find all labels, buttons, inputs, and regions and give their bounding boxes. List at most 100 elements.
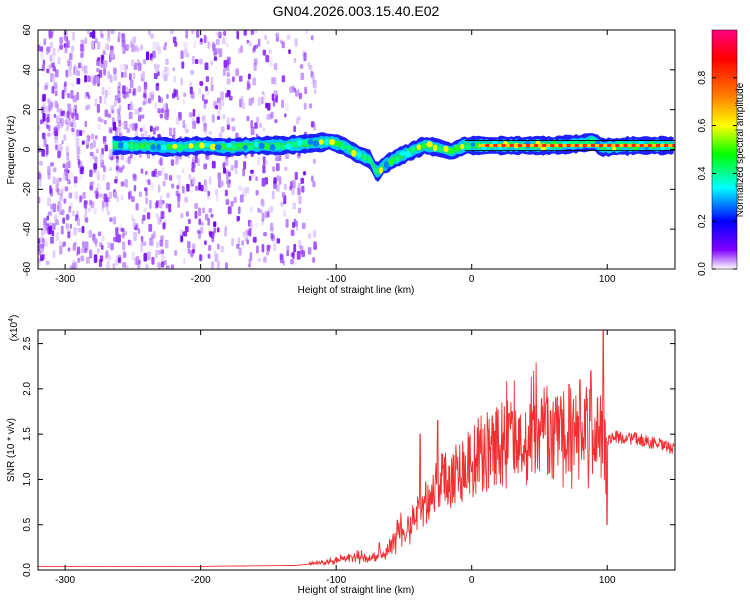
spectrogram-x-axis-label: Height of straight line (km) — [298, 285, 415, 296]
heatmap-noise-cell — [220, 126, 225, 133]
heatmap-noise-cell — [102, 46, 107, 55]
heatmap-noise-cell — [197, 113, 201, 118]
heatmap-noise-cell — [198, 88, 202, 95]
heatmap-noise-cell — [106, 182, 109, 191]
heatmap-noise-cell — [135, 202, 139, 211]
heatmap-noise-cell — [40, 254, 44, 262]
heatmap-noise-cell — [110, 30, 115, 35]
heatmap-noise-cell — [114, 178, 118, 184]
heatmap-noise-cell — [97, 116, 102, 122]
heatmap-noise-cell — [301, 185, 305, 193]
heatmap-noise-cell — [97, 231, 102, 237]
heatmap-noise-cell — [64, 127, 68, 133]
heatmap-noise-cell — [250, 120, 253, 129]
heatmap-noise-cell — [198, 218, 202, 226]
heatmap-noise-cell — [192, 176, 196, 185]
heatmap-noise-cell — [80, 59, 83, 68]
heatmap-noise-cell — [155, 200, 159, 208]
heatmap-noise-cell — [290, 258, 294, 265]
heatmap-tone-cell — [525, 144, 530, 148]
heatmap-noise-cell — [143, 207, 147, 213]
heatmap-noise-cell — [87, 75, 91, 83]
heatmap-noise-cell — [41, 94, 45, 103]
heatmap-noise-cell — [135, 255, 140, 265]
heatmap-noise-cell — [257, 257, 261, 262]
heatmap-noise-cell — [122, 251, 126, 259]
heatmap-noise-cell — [45, 260, 50, 265]
x-tick-label: 100 — [599, 575, 616, 586]
heatmap-noise-cell — [47, 171, 51, 180]
heatmap-noise-cell — [142, 124, 146, 133]
heatmap-tone-cell — [574, 144, 579, 148]
y-tick-label: 1.0 — [22, 472, 33, 486]
heatmap-noise-cell — [188, 174, 192, 180]
heatmap-noise-cell — [187, 218, 191, 225]
heatmap-noise-cell — [120, 194, 124, 201]
heatmap-noise-cell — [211, 261, 215, 269]
heatmap-noise-cell — [38, 173, 42, 180]
heatmap-band-cell — [285, 143, 293, 150]
heatmap-noise-cell — [85, 105, 88, 111]
heatmap-noise-cell — [61, 140, 64, 145]
heatmap-noise-cell — [67, 111, 71, 121]
heatmap-noise-cell — [143, 241, 147, 247]
heatmap-noise-cell — [216, 31, 221, 37]
heatmap-noise-cell — [202, 207, 205, 214]
heatmap-noise-cell — [275, 32, 280, 38]
heatmap-noise-cell — [157, 217, 162, 225]
heatmap-noise-cell — [113, 191, 118, 199]
heatmap-noise-cell — [72, 244, 76, 252]
colorbar-tick-label: 0.6 — [697, 118, 708, 132]
heatmap-noise-cell — [200, 38, 203, 43]
heatmap-band-cell — [438, 146, 443, 153]
heatmap-noise-cell — [255, 116, 260, 123]
heatmap-noise-cell — [57, 149, 61, 159]
heatmap-noise-cell — [270, 232, 274, 240]
heatmap-noise-cell — [174, 41, 178, 47]
heatmap-noise-cell — [261, 200, 265, 207]
heatmap-noise-cell — [74, 191, 79, 200]
heatmap-noise-cell — [71, 112, 74, 119]
heatmap-noise-cell — [194, 185, 199, 191]
heatmap-noise-cell — [133, 45, 138, 52]
heatmap-band-cell — [394, 156, 400, 162]
figure-title: GN04.2026.003.15.40.E02 — [273, 3, 440, 19]
heatmap-noise-cell — [270, 222, 274, 232]
heatmap-noise-cell — [59, 36, 63, 45]
heatmap-tone-cell — [656, 144, 661, 148]
heatmap-noise-cell — [227, 181, 231, 188]
heatmap-noise-cell — [165, 66, 169, 76]
heatmap-noise-cell — [81, 140, 85, 145]
heatmap-noise-cell — [146, 212, 151, 220]
heatmap-noise-cell — [223, 167, 227, 174]
heatmap-noise-cell — [44, 106, 47, 113]
heatmap-noise-cell — [113, 99, 117, 107]
heatmap-noise-cell — [71, 128, 75, 135]
y-tick-label: 2.0 — [22, 381, 33, 395]
y-tick-label: -60 — [22, 261, 33, 276]
heatmap-noise-cell — [298, 92, 303, 100]
heatmap-noise-cell — [297, 187, 301, 196]
heatmap-noise-cell — [210, 84, 214, 92]
spectrogram-x-ticks: -300 -200 -100 0 100 — [55, 30, 616, 285]
heatmap-noise-cell — [120, 227, 125, 232]
heatmap-noise-cell — [131, 196, 135, 203]
heatmap-noise-cell — [264, 211, 268, 219]
heatmap-noise-cell — [109, 166, 113, 172]
heatmap-noise-cell — [292, 202, 296, 210]
heatmap-noise-cell — [122, 46, 126, 55]
heatmap-noise-cell — [107, 211, 110, 216]
heatmap-noise-cell — [80, 39, 85, 47]
heatmap-noise-cell — [298, 207, 301, 214]
heatmap-band-cell — [410, 146, 417, 152]
heatmap-noise-cell — [151, 170, 156, 177]
heatmap-band-cell — [611, 146, 617, 151]
heatmap-noise-cell — [310, 70, 314, 78]
heatmap-noise-cell — [136, 59, 140, 67]
heatmap-tone-cell — [664, 144, 669, 148]
heatmap-noise-cell — [123, 252, 127, 258]
heatmap-noise-cell — [124, 179, 128, 188]
spectrogram-y-axis-label: Frequency (Hz) — [6, 116, 17, 185]
heatmap-noise-cell — [67, 229, 71, 234]
heatmap-noise-cell — [267, 244, 271, 250]
